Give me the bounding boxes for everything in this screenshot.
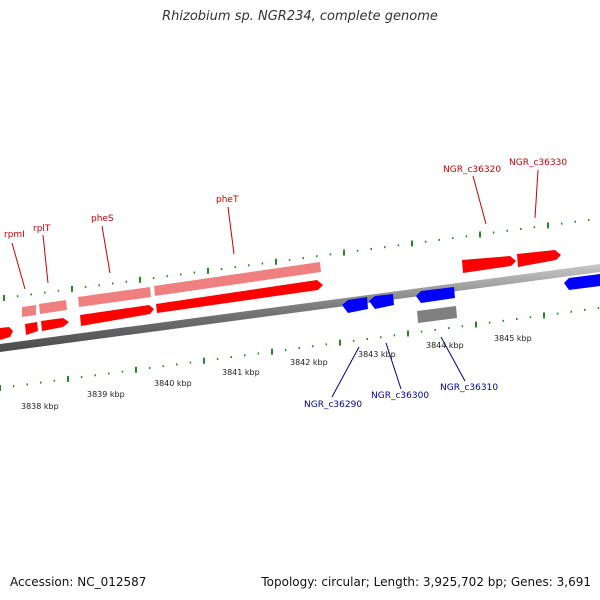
gene-NGR_c36290[interactable] [342, 297, 368, 313]
label-pheS: pheS [91, 214, 114, 224]
gene-right-partial[interactable] [564, 274, 600, 290]
label-NGR_c36300: NGR_c36300 [371, 391, 429, 401]
tick-label-3842: 3842 kbp [290, 358, 328, 367]
gene-NGR_c36300[interactable] [369, 294, 394, 309]
reverse-gene-track [342, 274, 600, 323]
tick-label-3844: 3844 kbp [426, 341, 464, 350]
gene-pheS-upper[interactable] [78, 287, 151, 307]
gene-left-partial[interactable] [0, 327, 13, 340]
gene-pheT[interactable] [156, 280, 323, 313]
gene-NGR_c36320[interactable] [462, 256, 516, 273]
scale-labels: 3838 kbp 3839 kbp 3840 kbp 3841 kbp 3842… [21, 334, 532, 411]
genome-backbone [0, 264, 600, 352]
gene-pheS[interactable] [80, 305, 154, 326]
gene-labels: rpmI rplT pheS pheT NGR_c36320 NGR_c3633… [4, 158, 567, 410]
tick-label-3841: 3841 kbp [222, 368, 260, 377]
topology-summary: Topology: circular; Length: 3,925,702 bp… [261, 575, 591, 589]
forward-gene-track-lower [0, 250, 561, 340]
tick-label-3838: 3838 kbp [21, 402, 59, 411]
label-rplT: rplT [33, 224, 51, 234]
tick-label-3840: 3840 kbp [154, 379, 192, 388]
gene-rplT-upper[interactable] [39, 300, 67, 314]
label-pheT: pheT [216, 195, 239, 205]
tick-label-3839: 3839 kbp [87, 390, 125, 399]
accession-text: Accession: NC_012587 [10, 575, 147, 589]
gene-rpmI[interactable] [25, 322, 38, 335]
label-NGR_c36330: NGR_c36330 [509, 158, 567, 168]
upper-tick-ruler [3, 218, 590, 301]
gene-rplT[interactable] [41, 318, 69, 331]
tick-label-3845: 3845 kbp [494, 334, 532, 343]
gene-rpmI-upper[interactable] [22, 305, 36, 317]
forward-gene-track-upper [22, 262, 321, 317]
label-NGR_c36320: NGR_c36320 [443, 165, 501, 175]
tick-label-3843: 3843 kbp [358, 350, 396, 359]
label-NGR_c36290: NGR_c36290 [304, 400, 362, 410]
label-leaders [11, 169, 539, 398]
gene-NGR_c36310-pseudo[interactable] [417, 306, 457, 323]
lower-tick-ruler [0, 307, 600, 391]
gene-NGR_c36310[interactable] [416, 287, 455, 303]
label-rpmI: rpmI [4, 230, 25, 240]
map-title: Rhizobium sp. NGR234, complete genome [162, 9, 438, 24]
label-NGR_c36310: NGR_c36310 [440, 383, 498, 393]
gene-NGR_c36330[interactable] [517, 250, 561, 267]
gene-pheT-upper[interactable] [154, 262, 321, 296]
